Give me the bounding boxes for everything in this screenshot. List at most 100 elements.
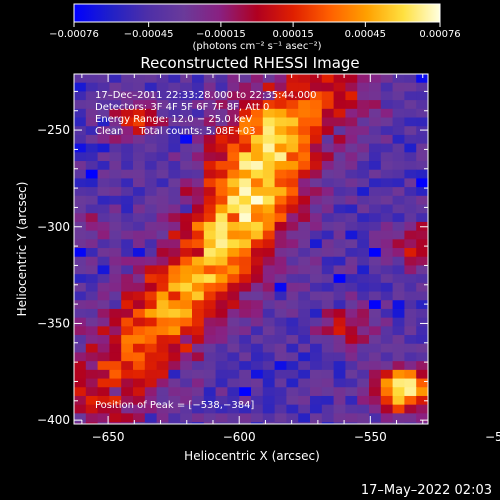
heatmap-cell xyxy=(144,178,158,188)
heatmap-cell xyxy=(416,213,428,223)
heatmap-cell xyxy=(392,178,405,188)
heatmap-cell xyxy=(380,326,394,336)
heatmap-cell xyxy=(215,195,228,206)
heatmap-cell xyxy=(192,395,205,406)
heatmap-cell xyxy=(262,169,276,180)
heatmap-cell xyxy=(333,343,346,354)
heatmap-cell xyxy=(74,134,87,145)
heatmap-cell xyxy=(251,143,264,153)
heatmap-cell xyxy=(144,308,158,319)
heatmap-cell xyxy=(298,195,311,206)
heatmap-cell xyxy=(74,361,87,371)
heatmap-cell xyxy=(97,413,110,423)
heatmap-cell xyxy=(274,422,287,424)
heatmap-cell xyxy=(416,387,428,397)
heatmap-cell xyxy=(74,291,87,301)
heatmap-cell xyxy=(239,422,252,424)
heatmap-cell xyxy=(298,395,311,406)
colorbar-tick-label: −0.00045 xyxy=(124,29,174,40)
heatmap-cell xyxy=(345,169,358,180)
heatmap-cell xyxy=(239,152,252,162)
heatmap-cell xyxy=(121,161,134,171)
heatmap-cell xyxy=(180,82,193,92)
heatmap-cell xyxy=(133,221,146,232)
heatmap-cell xyxy=(156,117,169,127)
heatmap-cell xyxy=(357,91,370,101)
heatmap-cell xyxy=(262,248,276,258)
heatmap-cell xyxy=(203,343,217,354)
heatmap-cell xyxy=(109,187,122,197)
heatmap-cell xyxy=(298,300,311,310)
heatmap-cell xyxy=(392,343,405,354)
heatmap-cell xyxy=(321,404,335,414)
heatmap-cell xyxy=(203,178,217,188)
heatmap-cell xyxy=(251,335,264,345)
heatmap-cell xyxy=(192,126,205,136)
heatmap-cell xyxy=(251,117,264,127)
heatmap-cell xyxy=(239,308,252,319)
heatmap-cell xyxy=(416,291,428,301)
colorbar-tick-label: 0.00015 xyxy=(272,29,313,40)
heatmap-cell xyxy=(404,169,417,180)
heatmap-cell xyxy=(227,300,240,310)
heatmap-cell xyxy=(380,204,394,214)
heatmap-cell xyxy=(298,274,311,284)
heatmap-cell xyxy=(321,352,335,362)
heatmap-cell xyxy=(262,126,276,136)
heatmap-cell xyxy=(227,378,240,388)
heatmap-cell xyxy=(215,74,228,84)
heatmap-cell xyxy=(121,204,134,214)
heatmap-cell xyxy=(428,265,440,274)
heatmap-cell xyxy=(97,74,110,84)
heatmap-cell xyxy=(369,152,382,162)
heatmap-cell xyxy=(369,134,382,145)
heatmap-cell xyxy=(286,291,299,301)
heatmap-cell xyxy=(121,282,134,293)
heatmap-cell xyxy=(286,91,299,101)
heatmap-cell xyxy=(74,256,87,267)
heatmap-cell xyxy=(156,352,169,362)
heatmap-cell xyxy=(428,431,440,440)
heatmap-cell xyxy=(168,413,181,423)
heatmap-cell xyxy=(180,335,193,345)
heatmap-cell xyxy=(369,195,382,206)
heatmap-cell xyxy=(345,230,358,240)
heatmap-cell xyxy=(97,317,110,327)
heatmap-cell xyxy=(286,230,299,240)
heatmap-cell xyxy=(380,91,394,101)
heatmap-cell xyxy=(74,230,87,240)
heatmap-cell xyxy=(251,221,264,232)
heatmap-cell xyxy=(251,413,264,423)
heatmap-cell xyxy=(298,108,311,119)
heatmap-cell xyxy=(239,204,252,214)
heatmap-cell xyxy=(239,221,252,232)
heatmap-cell xyxy=(97,256,110,267)
heatmap-cell xyxy=(251,134,264,145)
heatmap-cell xyxy=(262,300,276,310)
heatmap-cell xyxy=(416,82,428,92)
heatmap-cell xyxy=(262,387,276,397)
heatmap-cell xyxy=(357,300,370,310)
heatmap-cell xyxy=(321,100,335,110)
heatmap-cell xyxy=(380,143,394,153)
heatmap-cell xyxy=(133,308,146,319)
heatmap-cell xyxy=(239,335,252,345)
heatmap-cell xyxy=(333,265,346,275)
heatmap-cell xyxy=(74,274,87,284)
heatmap-cell xyxy=(310,187,323,197)
heatmap-cell xyxy=(251,239,264,249)
heatmap-cell xyxy=(85,195,99,206)
heatmap-cell xyxy=(85,143,99,153)
heatmap-cell xyxy=(239,326,252,336)
heatmap-cell xyxy=(321,422,335,424)
heatmap-cell xyxy=(144,143,158,153)
heatmap-cell xyxy=(345,282,358,293)
heatmap-cell xyxy=(262,265,276,275)
heatmap-cell xyxy=(109,117,122,127)
heatmap-cell xyxy=(239,265,252,275)
heatmap-cell xyxy=(227,143,240,153)
heatmap-cell xyxy=(85,300,99,310)
heatmap-cell xyxy=(74,126,87,136)
heatmap-cell xyxy=(345,195,358,206)
